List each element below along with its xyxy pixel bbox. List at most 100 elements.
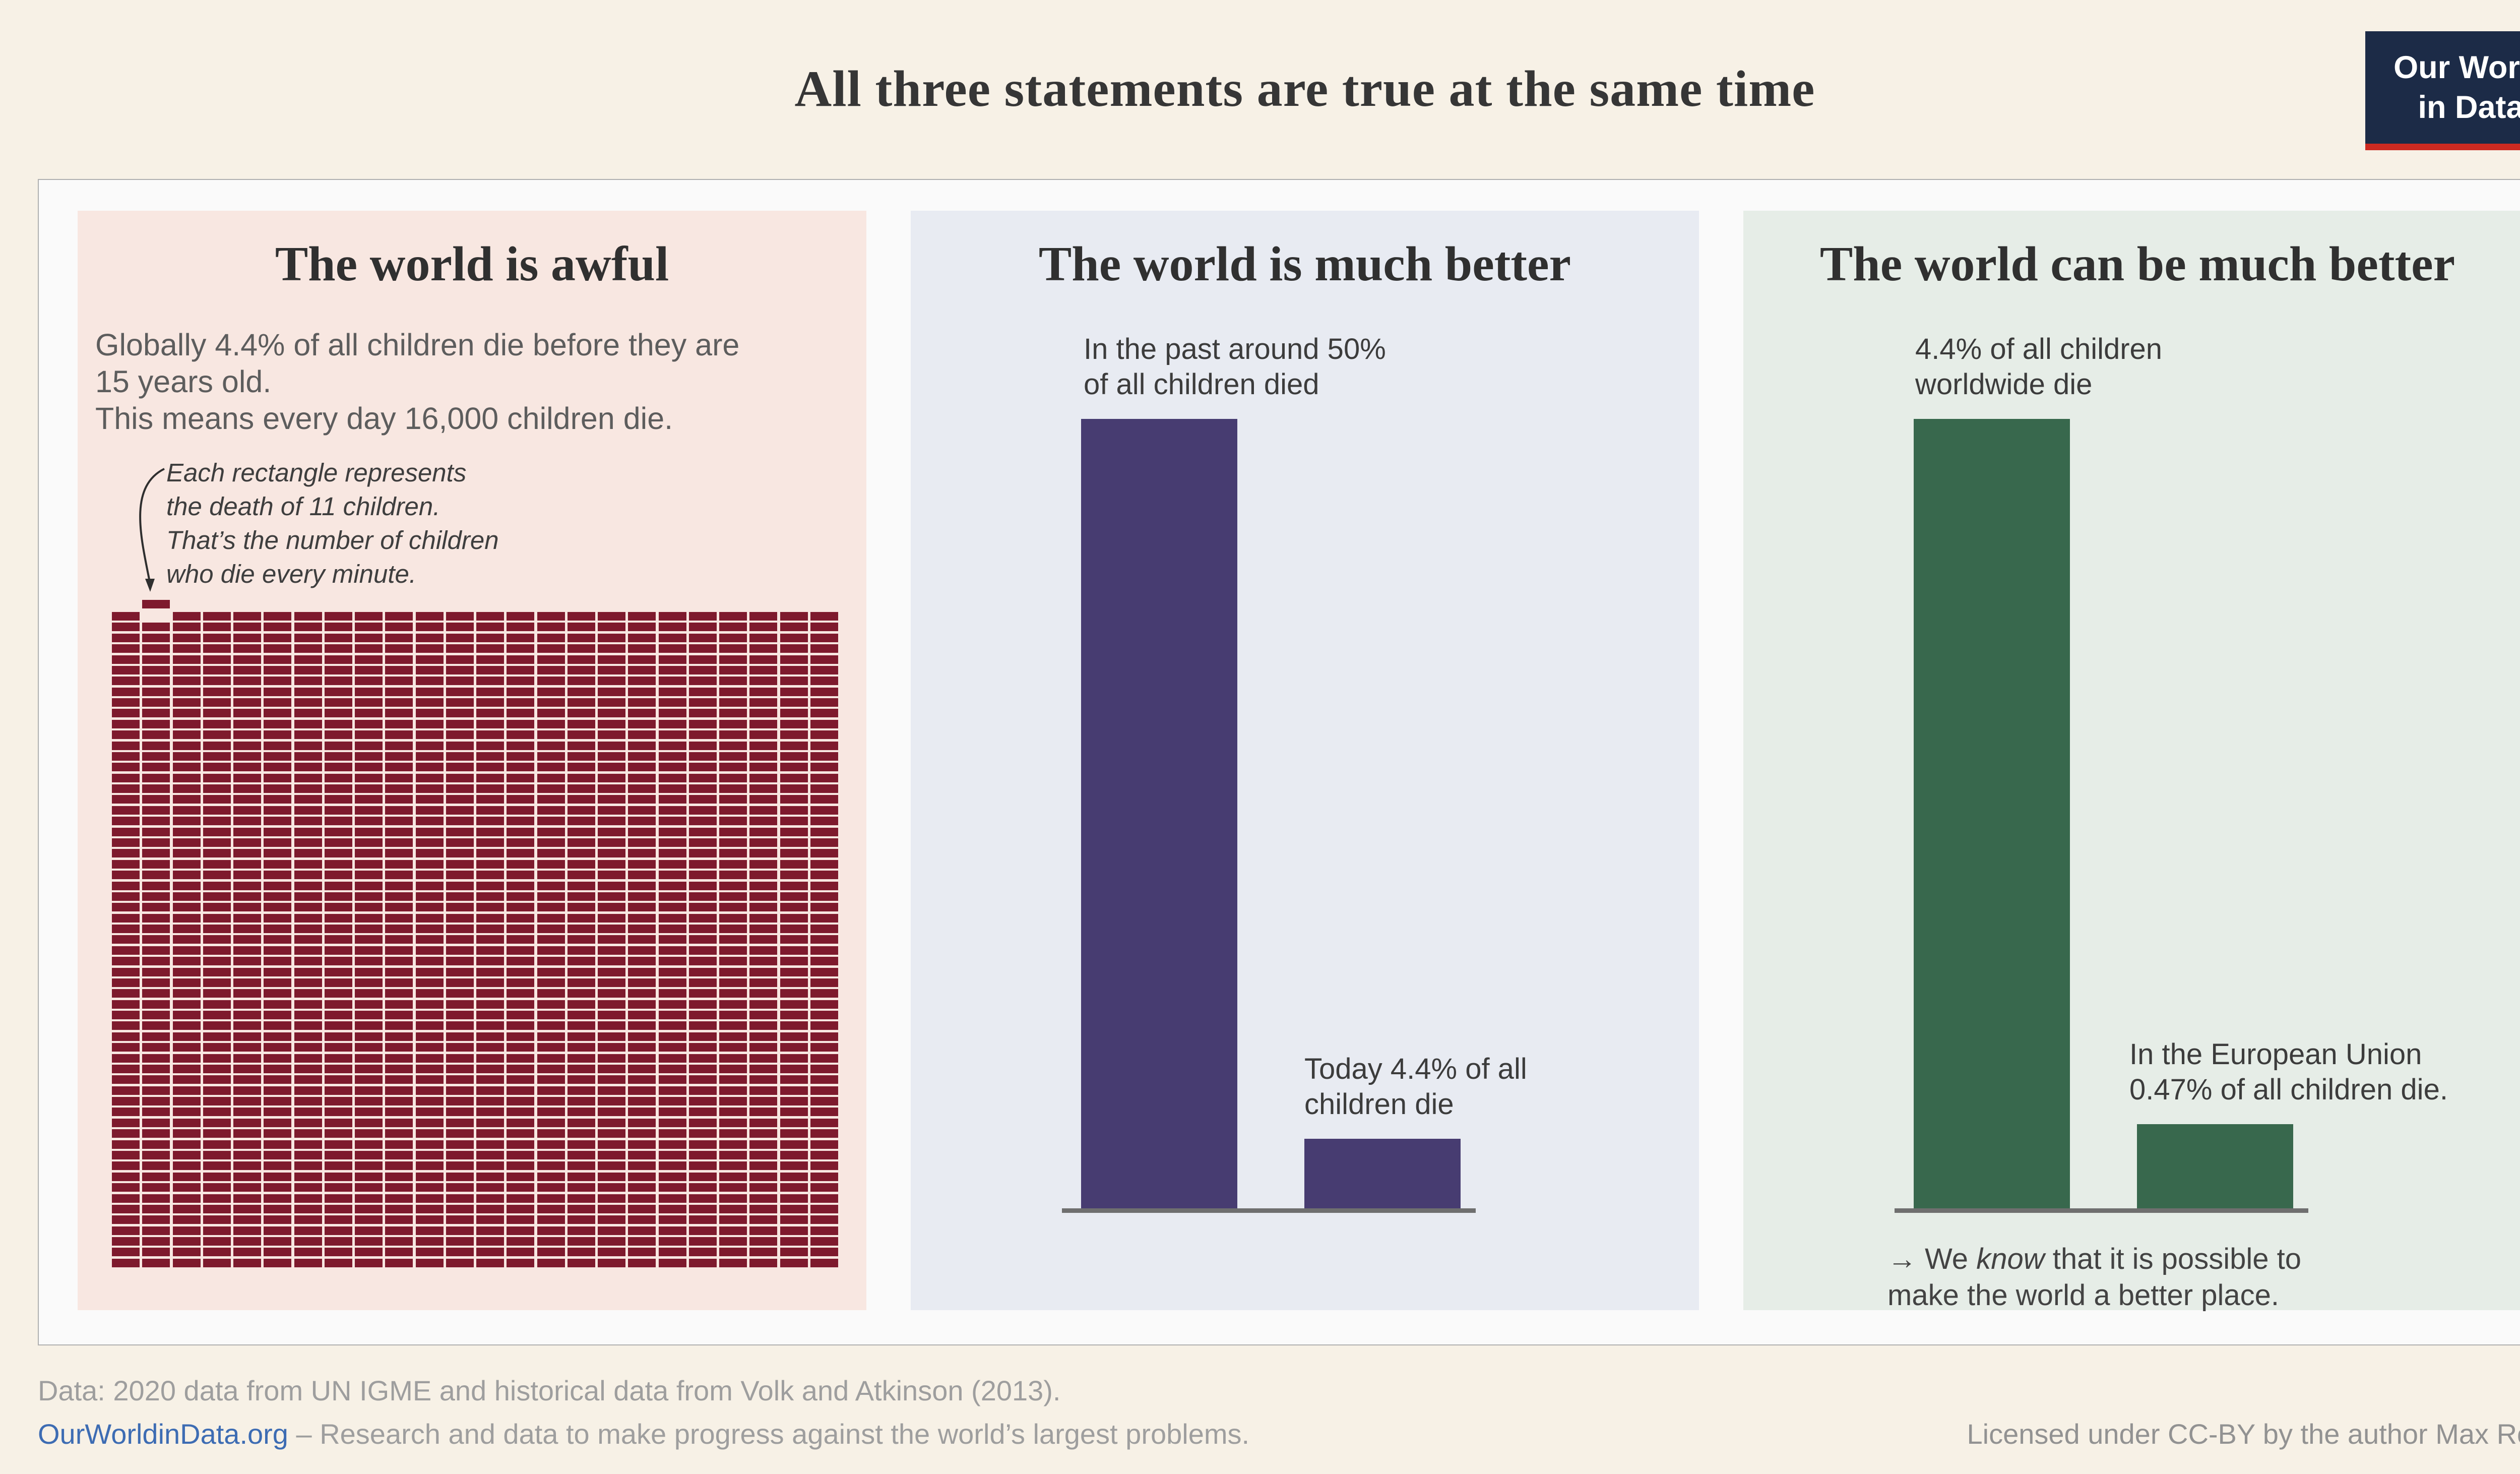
waffle-cell [172, 655, 201, 664]
waffle-cell [324, 752, 352, 761]
waffle-cell [749, 698, 778, 707]
waffle-cell [264, 1054, 292, 1063]
waffle-cell [507, 881, 535, 890]
waffle-cell [688, 623, 717, 632]
waffle-cell [658, 1021, 686, 1030]
waffle-cell [628, 633, 656, 642]
waffle-cell [355, 1075, 383, 1084]
waffle-cell [598, 677, 625, 686]
waffle-cell [688, 1097, 717, 1106]
waffle-cell [172, 1054, 201, 1063]
waffle-cell [507, 892, 535, 901]
waffle-cell [324, 1011, 352, 1020]
waffle-cell [142, 913, 170, 923]
waffle-cell [446, 1097, 474, 1106]
waffle-cell [537, 946, 565, 955]
waffle-cell [537, 1172, 565, 1181]
waffle-cell [598, 1021, 625, 1030]
waffle-cell [233, 1097, 261, 1106]
waffle-cell [233, 1161, 261, 1171]
waffle-cell [810, 1258, 838, 1267]
waffle-cell [598, 1140, 625, 1149]
waffle-cell [264, 730, 292, 740]
waffle-cell [112, 925, 140, 934]
waffle-cell [142, 925, 170, 934]
waffle-cell [749, 1129, 778, 1138]
waffle-cell [780, 989, 808, 998]
waffle-cell [203, 612, 231, 621]
waffle-cell [598, 687, 625, 696]
waffle-cell [567, 1161, 595, 1171]
waffle-cell [203, 655, 231, 664]
waffle-cell [415, 1172, 444, 1181]
waffle-cell [476, 741, 504, 750]
waffle-cell [446, 1000, 474, 1009]
waffle-cell [628, 859, 656, 869]
waffle-cell [658, 741, 686, 750]
waffle-cell [112, 1108, 140, 1117]
waffle-cell [598, 817, 625, 826]
waffle-cell [324, 1258, 352, 1267]
waffle-cell [598, 957, 625, 966]
waffle-cell [537, 1118, 565, 1127]
waffle-cell [233, 935, 261, 944]
waffle-cell [688, 773, 717, 782]
waffle-cell [507, 978, 535, 987]
waffle-cell [203, 1194, 231, 1203]
waffle-cell [112, 763, 140, 772]
waffle-cell [719, 1021, 747, 1030]
waffle-cell [324, 763, 352, 772]
waffle-cell [415, 817, 444, 826]
waffle-cell [719, 1043, 747, 1052]
waffle-cell [203, 795, 231, 804]
waffle-cell [537, 1032, 565, 1041]
waffle-cell [385, 655, 413, 664]
waffle-cell [688, 957, 717, 966]
bar-eu-047pct [2137, 1124, 2293, 1208]
waffle-cell [688, 859, 717, 869]
waffle-cell [628, 665, 656, 674]
waffle-cell [355, 1129, 383, 1138]
waffle-cell [172, 677, 201, 686]
waffle-cell [507, 806, 535, 815]
waffle-cell [112, 730, 140, 740]
waffle-cell [537, 1097, 565, 1106]
waffle-cell [203, 989, 231, 998]
waffle-cell [142, 1097, 170, 1106]
waffle-cell [567, 612, 595, 621]
waffle-cell [294, 1215, 322, 1224]
owid-link[interactable]: OurWorldinData.org [38, 1418, 288, 1450]
waffle-cell [507, 1064, 535, 1073]
waffle-cell [385, 1248, 413, 1257]
waffle-cell [507, 1108, 535, 1117]
waffle-cell [537, 665, 565, 674]
waffle-cell [658, 1194, 686, 1203]
waffle-cell [233, 665, 261, 674]
waffle-cell [688, 795, 717, 804]
waffle-cell [203, 967, 231, 976]
waffle-cell [476, 612, 504, 621]
waffle-cell [537, 903, 565, 912]
panel-1-title: The world is awful [275, 237, 669, 291]
waffle-cell [385, 989, 413, 998]
waffle-cell [598, 719, 625, 728]
waffle-cell [112, 633, 140, 642]
waffle-cell [628, 925, 656, 934]
waffle-cell [415, 925, 444, 934]
waffle-cell [719, 881, 747, 890]
waffle-cell [324, 1237, 352, 1246]
waffle-cell [476, 665, 504, 674]
waffle-cell [476, 892, 504, 901]
waffle-cell [507, 1129, 535, 1138]
waffle-cell [112, 1183, 140, 1192]
waffle-cell [172, 1172, 201, 1181]
waffle-cell [810, 925, 838, 934]
waffle-cell [172, 1108, 201, 1117]
waffle-cell [355, 741, 383, 750]
waffle-cell [476, 957, 504, 966]
waffle-cell [628, 946, 656, 955]
waffle-cell [688, 1108, 717, 1117]
waffle-cell [355, 957, 383, 966]
waffle-cell [264, 1043, 292, 1052]
waffle-cell [567, 719, 595, 728]
